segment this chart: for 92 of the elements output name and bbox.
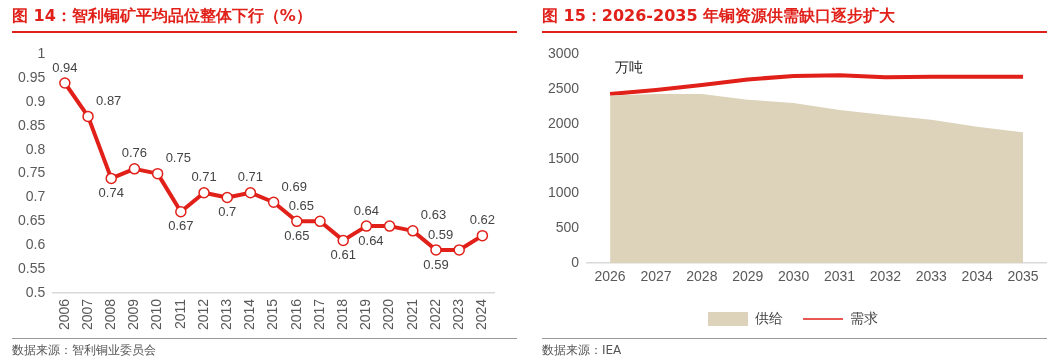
point <box>476 229 489 242</box>
point <box>383 220 396 232</box>
x-tick-label: 2009 <box>125 298 142 331</box>
y-tick-label: 0.6 <box>25 236 46 253</box>
x-tick-label: 2016 <box>287 298 304 331</box>
y-tick-label: 0.75 <box>18 164 46 181</box>
data-label: 0.61 <box>330 246 356 262</box>
x-tick-label: 2021 <box>403 298 420 331</box>
y-tick-label: 1 <box>37 45 46 62</box>
y-tick-label: 1500 <box>547 149 580 166</box>
x-tick-label: 2031 <box>823 268 856 285</box>
x-tick-label: 2023 <box>450 298 467 331</box>
data-label: 0.63 <box>420 207 447 223</box>
y-tick-label: 0.95 <box>18 69 46 86</box>
data-label: 0.87 <box>96 92 122 108</box>
x-tick-label: 2034 <box>961 268 993 285</box>
y-tick-label: 0.5 <box>25 283 46 300</box>
point <box>105 172 117 185</box>
x-tick-label: 2033 <box>915 268 948 285</box>
data-label: 0.65 <box>284 227 310 243</box>
x-tick-label: 2017 <box>310 298 327 331</box>
x-tick-label: 2011 <box>171 298 188 329</box>
x-tick-label: 2013 <box>218 298 235 331</box>
point <box>314 215 326 228</box>
data-label: 0.59 <box>423 256 449 272</box>
point <box>198 186 210 199</box>
point <box>430 244 442 256</box>
x-tick-label: 2028 <box>686 268 718 285</box>
data-label: 0.69 <box>281 178 307 194</box>
data-label: 0.76 <box>121 145 148 161</box>
point <box>221 191 233 204</box>
y-tick-label: 2500 <box>547 80 580 97</box>
source-note: 数据来源：IEA <box>542 338 1047 359</box>
y-tick-label: 0.85 <box>18 116 46 133</box>
x-tick-label: 2008 <box>102 298 119 331</box>
x-tick-label: 2014 <box>241 298 258 331</box>
point <box>175 206 187 218</box>
point <box>337 234 349 247</box>
x-tick-label: 2026 <box>594 268 626 285</box>
x-tick-label: 2019 <box>357 298 374 331</box>
point <box>59 77 71 89</box>
y-axis-title: 万吨 <box>615 58 644 75</box>
data-label: 0.75 <box>165 150 191 166</box>
y-tick-label: 0.7 <box>25 188 46 205</box>
x-tick-label: 2020 <box>380 298 397 331</box>
data-label: 0.65 <box>288 197 315 213</box>
point <box>244 186 257 199</box>
y-tick-label: 0 <box>571 254 580 271</box>
x-tick-label: 2010 <box>148 298 165 331</box>
data-label: 0.71 <box>237 169 264 185</box>
point <box>291 215 303 228</box>
legend-label: 需求 <box>850 309 878 326</box>
y-tick-label: 0.8 <box>25 140 46 157</box>
point <box>128 163 141 175</box>
x-tick-label: 2022 <box>426 298 443 331</box>
y-tick-label: 1000 <box>547 184 580 201</box>
x-tick-label: 2007 <box>78 298 95 331</box>
point <box>267 196 280 208</box>
source-note: 数据来源：智利铜业委员会 <box>12 338 517 359</box>
x-tick-label: 2018 <box>334 298 351 331</box>
y-tick-label: 2000 <box>547 114 580 131</box>
data-label: 0.7 <box>218 204 237 220</box>
x-tick-label: 2024 <box>473 298 490 331</box>
point <box>360 220 373 232</box>
chart-title: 图 14：智利铜矿平均品位整体下行（%） <box>12 6 517 33</box>
data-label: 0.62 <box>469 212 496 228</box>
y-tick-label: 0.9 <box>25 92 46 109</box>
data-label: 0.74 <box>98 184 124 200</box>
chart-title: 图 15：2026-2035 年铜资源供需缺口逐步扩大 <box>542 6 1047 33</box>
x-tick-label: 2012 <box>194 298 211 331</box>
legend-label: 供给 <box>755 309 783 326</box>
point <box>407 225 419 237</box>
y-tick-label: 0.65 <box>18 212 46 229</box>
data-label: 0.67 <box>168 218 194 234</box>
point <box>151 167 164 180</box>
y-tick-label: 500 <box>555 219 580 236</box>
data-label: 0.71 <box>191 169 217 185</box>
x-tick-label: 2030 <box>778 268 810 285</box>
x-tick-label: 2015 <box>264 298 281 331</box>
y-tick-label: 0.55 <box>18 259 46 276</box>
x-tick-label: 2027 <box>640 268 672 285</box>
point <box>82 110 94 123</box>
x-tick-label: 2032 <box>869 268 902 285</box>
data-label: 0.59 <box>427 226 454 242</box>
data-label: 0.64 <box>353 202 380 218</box>
data-label: 0.94 <box>52 59 78 75</box>
x-tick-label: 2006 <box>55 298 72 331</box>
data-label: 0.64 <box>358 232 384 248</box>
y-tick-label: 3000 <box>547 45 580 62</box>
x-tick-label: 2035 <box>1007 268 1039 285</box>
x-tick-label: 2029 <box>732 268 764 285</box>
point <box>453 244 465 256</box>
